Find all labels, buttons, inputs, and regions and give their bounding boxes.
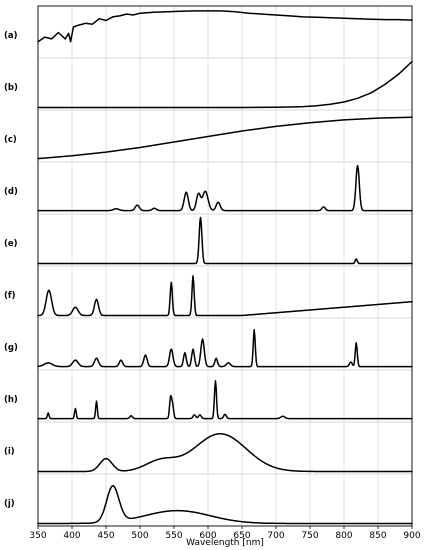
panel-label-10: (j): [4, 499, 15, 509]
x-axis-ticks: 350 400 450 500 550 600 650 700 750 800 850 900: [29, 526, 421, 541]
spectrum-curve-8: [37, 380, 413, 420]
spectrum-curve-7: [37, 329, 413, 368]
tick-label-750: 750: [301, 531, 318, 541]
panel-label-2: (b): [4, 83, 18, 93]
spectrum-curve-2: [37, 60, 413, 109]
tick-label-700: 700: [267, 531, 284, 541]
x-axis-title: Wavelength [nm]: [186, 538, 264, 548]
panel-label-5: (e): [4, 239, 18, 249]
tick-label-350: 350: [29, 531, 46, 541]
panel-label-9: (i): [4, 447, 15, 457]
spectrum-curve-5: [37, 216, 413, 265]
spectrum-curve-9: [37, 433, 413, 473]
spectrum-curve-6: [37, 275, 413, 317]
tick-label-500: 500: [131, 531, 148, 541]
spectrum-curve-10: [37, 485, 413, 525]
tick-label-550: 550: [165, 531, 182, 541]
panel-label-1: (a): [4, 31, 18, 41]
spectrum-curve-3: [37, 116, 413, 160]
tick-label-850: 850: [369, 531, 386, 541]
tick-label-400: 400: [63, 531, 80, 541]
panel-label-4: (d): [4, 187, 18, 197]
panel-separators: [38, 57, 412, 475]
plot-frame: [37, 5, 413, 527]
spectrum-curve-4: [37, 164, 413, 212]
tick-label-800: 800: [335, 531, 352, 541]
panel-label-3: (c): [4, 135, 17, 145]
panel-label-6: (f): [4, 291, 16, 301]
spectrum-curve-1: [37, 10, 413, 43]
tick-label-900: 900: [403, 531, 420, 541]
tick-label-600: 600: [199, 531, 216, 541]
tick-label-650: 650: [233, 531, 250, 541]
tick-label-450: 450: [97, 531, 114, 541]
spectrum-curves: [37, 10, 413, 525]
panel-label-7: (g): [4, 343, 18, 353]
panel-labels: (a) (b) (c) (d) (e) (f) (g) (h) (i) (j): [4, 31, 18, 509]
panel-label-8: (h): [4, 395, 18, 405]
